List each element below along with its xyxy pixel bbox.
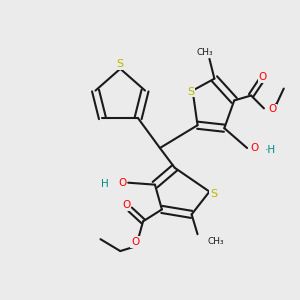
Text: S: S xyxy=(187,86,194,97)
Text: CH₃: CH₃ xyxy=(208,237,224,246)
Text: S: S xyxy=(117,59,124,69)
Text: O: O xyxy=(250,143,258,153)
Text: S: S xyxy=(210,189,217,199)
Text: O: O xyxy=(122,200,130,211)
Text: O: O xyxy=(131,237,139,247)
Text: CH₃: CH₃ xyxy=(196,48,213,57)
Text: ·H: ·H xyxy=(265,145,276,155)
Text: O: O xyxy=(118,178,126,188)
Text: O: O xyxy=(268,104,276,114)
Text: H: H xyxy=(100,179,108,189)
Text: O: O xyxy=(259,72,267,82)
